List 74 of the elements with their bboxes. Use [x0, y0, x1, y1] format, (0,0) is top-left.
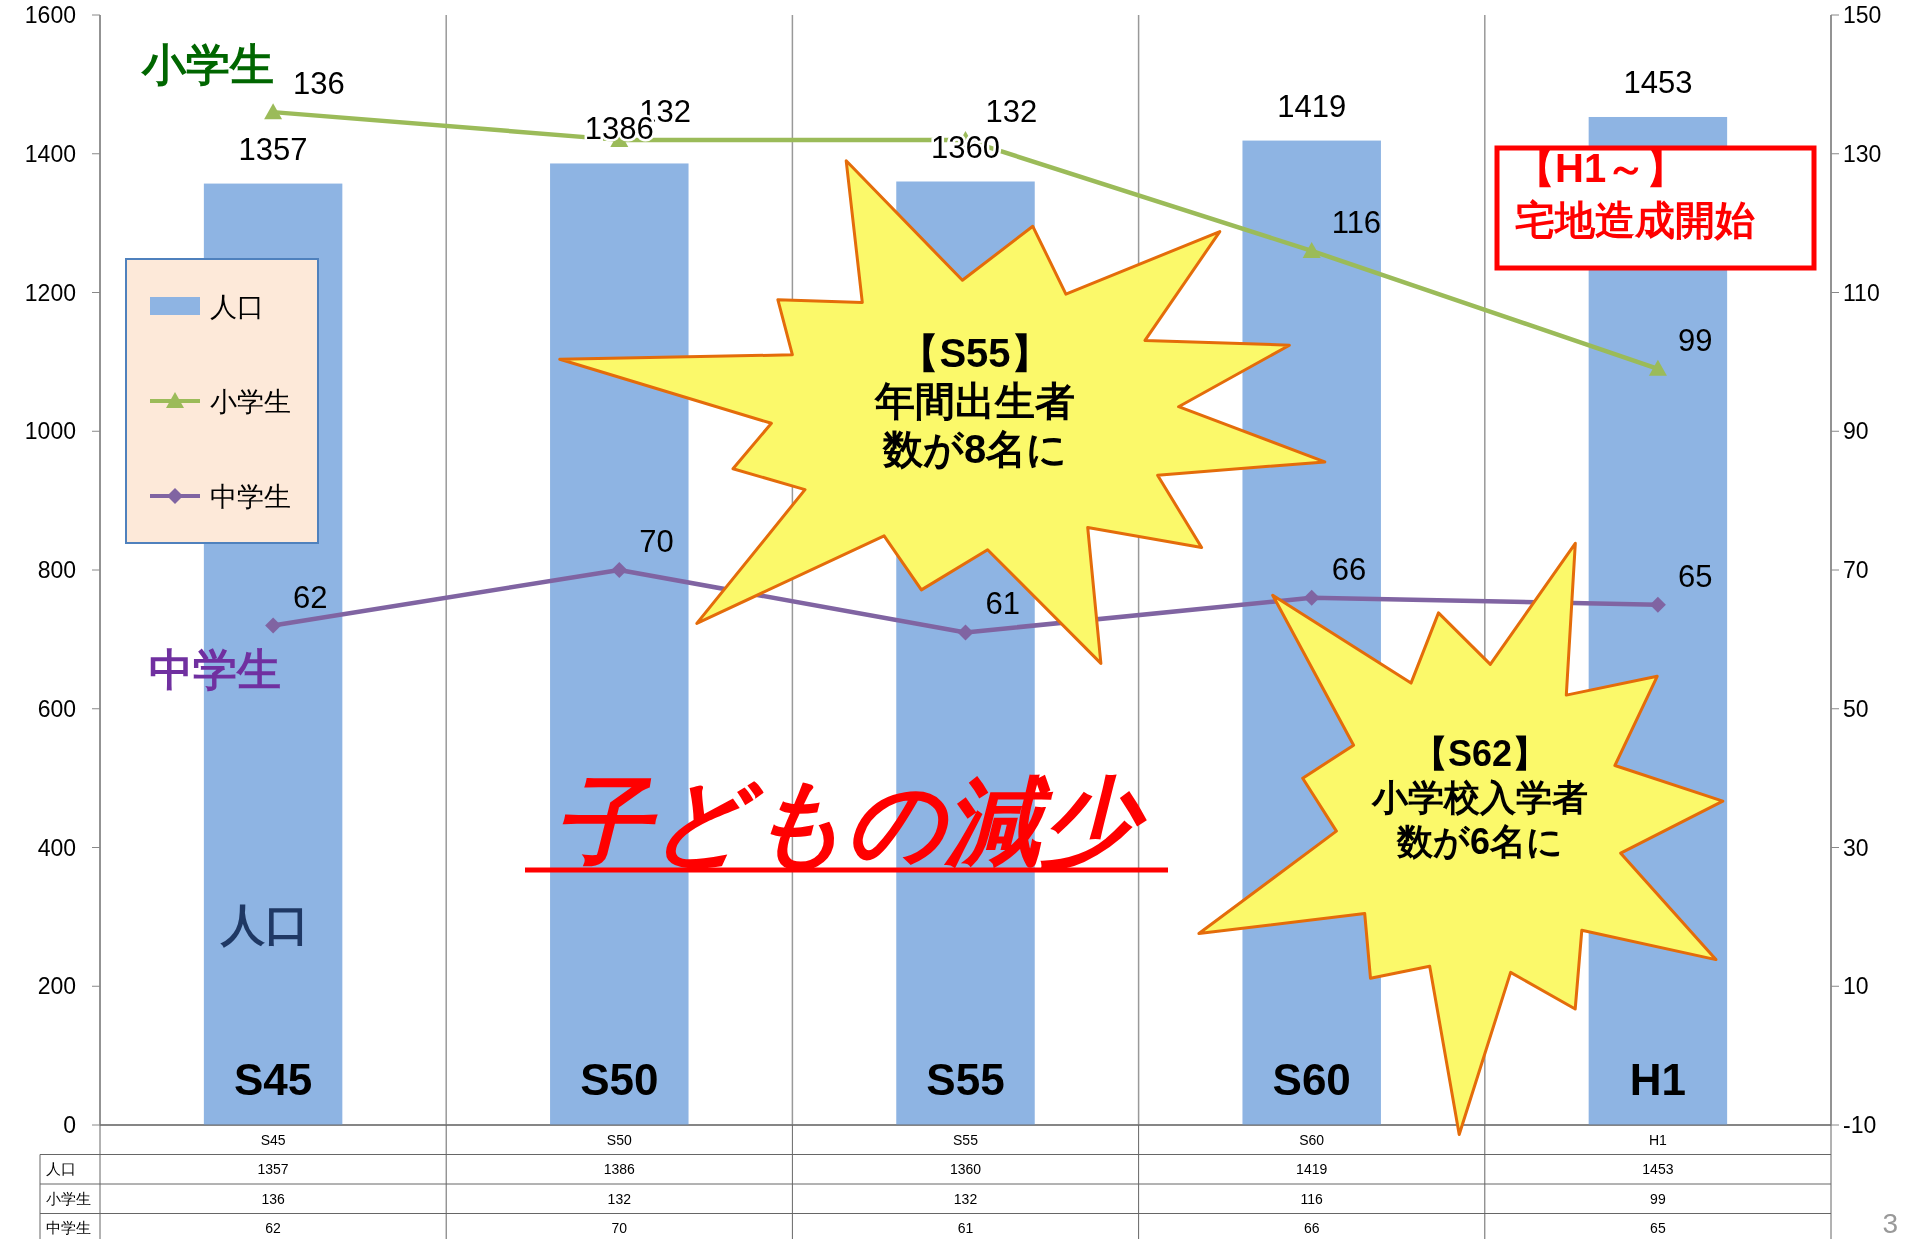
y2-tick-label: 110	[1843, 279, 1880, 306]
data-label: 132	[953, 1190, 978, 1207]
text: 99	[1677, 322, 1713, 358]
point	[264, 103, 283, 120]
data-label: 1357	[257, 1161, 289, 1178]
data-label: 62	[265, 1220, 282, 1237]
category-label: H1	[1648, 1131, 1667, 1148]
y2-tick-label: 70	[1843, 557, 1869, 583]
point	[1648, 359, 1667, 376]
data-label: 1360	[949, 1161, 982, 1178]
text: 小学生	[46, 1189, 91, 1207]
y-tick-label: 800	[37, 557, 76, 583]
category-label: S45	[260, 1131, 286, 1148]
data-label: 1386	[603, 1161, 636, 1178]
x-tick-label: H1	[1629, 1055, 1687, 1104]
y2-tick-label: 30	[1843, 834, 1869, 861]
y-tick-label: 0	[63, 1112, 76, 1138]
category-label: S55	[953, 1131, 978, 1148]
point	[611, 562, 628, 578]
point	[265, 617, 282, 634]
point	[957, 624, 974, 641]
data-label: 65	[1650, 1220, 1666, 1237]
annotation: 【S55】年間出生者数が8名に	[874, 331, 1075, 471]
data-label: 1453	[1642, 1161, 1674, 1178]
category-label: S60	[1299, 1131, 1325, 1148]
text: 1453	[1623, 64, 1693, 100]
text: 70	[639, 524, 674, 559]
x-tick-label: S55	[926, 1055, 1005, 1104]
text: 61	[985, 586, 1020, 622]
y2-tick-label: 10	[1843, 973, 1869, 1000]
data-label: 116	[1300, 1190, 1324, 1207]
y-tick-label: 400	[37, 834, 76, 861]
data-label: 61	[957, 1220, 974, 1237]
text: 66	[1331, 551, 1367, 587]
data-label: 1419	[1296, 1161, 1328, 1178]
data-label: 136	[261, 1190, 285, 1207]
y-tick-label: 600	[37, 695, 76, 722]
text: 62	[293, 579, 328, 615]
legend-label: 中学生	[210, 482, 291, 512]
annotation: 【S62】小学校入学者数が6名に	[1371, 733, 1588, 862]
y2-tick-label: 50	[1843, 695, 1869, 722]
point	[1303, 589, 1320, 606]
annotation: 子どもの減少	[555, 768, 1147, 875]
text: 132	[985, 93, 1038, 129]
text: 3	[1882, 1208, 1898, 1239]
y2-tick-label: -10	[1843, 1112, 1877, 1138]
legend-label: 小学生	[210, 387, 291, 417]
data-label: 66	[1303, 1220, 1320, 1237]
data-label: 70	[611, 1220, 628, 1237]
text: 小学生	[142, 40, 274, 89]
text: 人口	[46, 1160, 76, 1178]
y2-tick-label: 130	[1843, 140, 1882, 167]
text: 65	[1677, 558, 1713, 594]
y2-tick-label: 90	[1843, 418, 1869, 445]
data-label: 132	[607, 1190, 632, 1207]
y2-tick-label: 150	[1843, 2, 1882, 28]
y-tick-label: 1400	[24, 140, 76, 167]
x-tick-label: S60	[1272, 1055, 1351, 1104]
text: 1419	[1277, 88, 1347, 124]
x-tick-label: S45	[233, 1055, 313, 1104]
legend-label: 人口	[210, 292, 264, 322]
text: 1357	[238, 131, 308, 167]
y-tick-label: 1600	[24, 2, 76, 28]
data-label: 99	[1650, 1190, 1666, 1207]
text: 中学生	[46, 1219, 91, 1237]
category-label: S50	[606, 1131, 632, 1148]
y-tick-label: 1200	[24, 279, 76, 306]
text: 136	[293, 66, 345, 102]
y-tick-label: 1000	[24, 418, 76, 445]
x-tick-label: S50	[580, 1055, 659, 1104]
text: 人口	[221, 900, 309, 949]
y-tick-label: 200	[37, 973, 76, 1000]
point	[1302, 241, 1321, 258]
text: 116	[1331, 204, 1382, 240]
